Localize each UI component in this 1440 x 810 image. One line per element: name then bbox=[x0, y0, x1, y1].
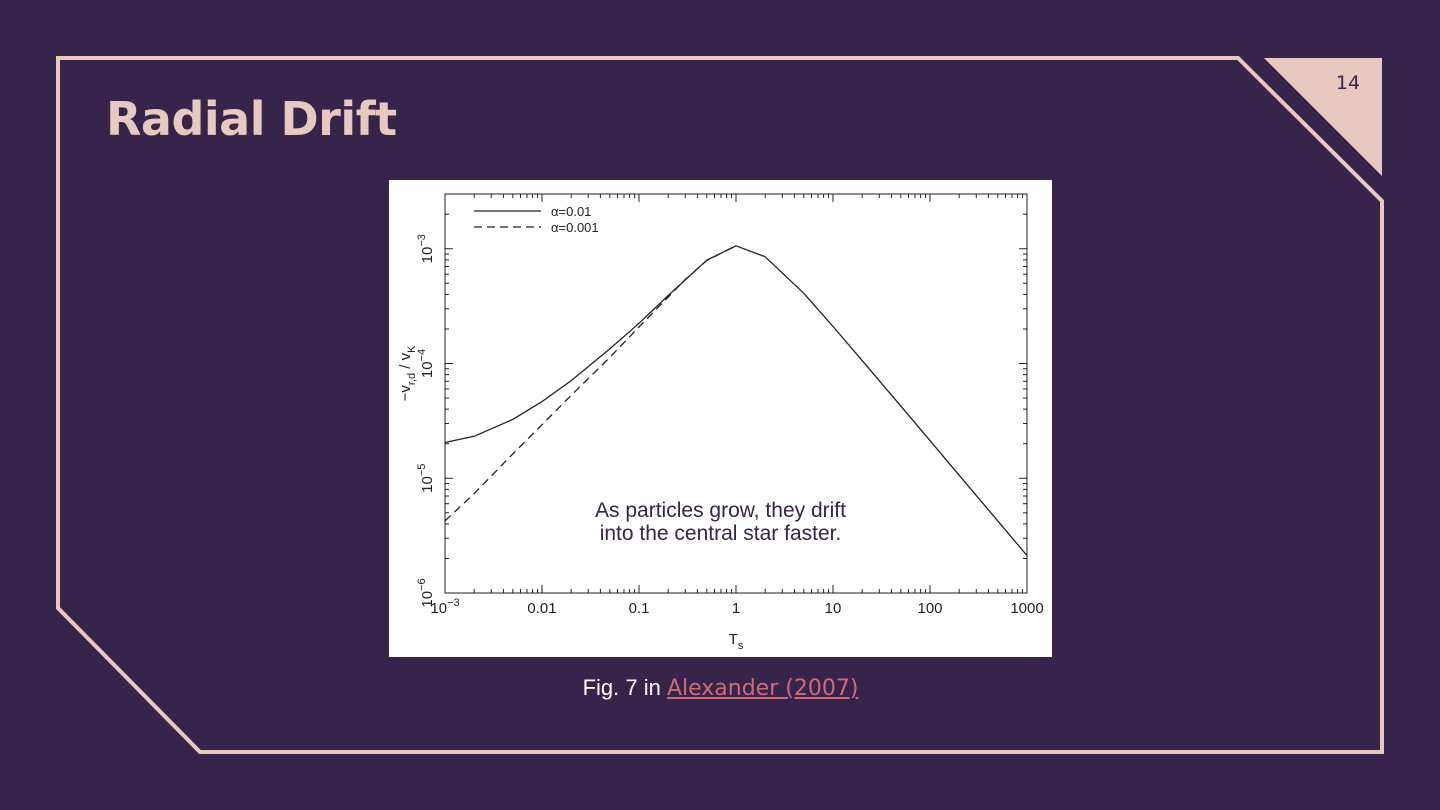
slide-title: Radial Drift bbox=[106, 92, 397, 146]
x-tick-label: 100 bbox=[917, 600, 942, 617]
x-tick-label: 1 bbox=[732, 600, 740, 617]
series-line-1 bbox=[444, 245, 1028, 557]
chart-annotation: As particles grow, they drift into the c… bbox=[389, 499, 1052, 545]
frame-border bbox=[56, 56, 1384, 754]
chart-radial-drift: 10−3 0.01 0.1 1 10 100 1000 10−6 10−5 10−4 10−3 Ts −… bbox=[397, 193, 1044, 652]
legend-label-1: α=0.01 bbox=[551, 204, 591, 219]
x-axis-label: Ts bbox=[729, 631, 744, 652]
annotation-line-2: into the central star faster. bbox=[599, 522, 842, 545]
figure-caption: Fig. 7 in Alexander (2007) bbox=[389, 675, 1052, 701]
x-tick-label: 0.01 bbox=[527, 600, 556, 617]
x-tick-label: 10−3 bbox=[430, 597, 459, 617]
figure-image: 10−3 0.01 0.1 1 10 100 1000 10−6 10−5 10−4 10−3 Ts −… bbox=[389, 180, 1052, 657]
y-tick-label: 10−4 bbox=[416, 349, 436, 378]
y-tick-label: 10−5 bbox=[416, 464, 436, 493]
legend-label-2: α=0.001 bbox=[551, 220, 599, 235]
x-tick-label: 1000 bbox=[1010, 600, 1043, 617]
x-tick-label: 10 bbox=[825, 600, 842, 617]
page-corner-tab bbox=[1264, 58, 1382, 176]
y-axis-label: −vr,d / vK bbox=[397, 345, 418, 402]
series-line-2 bbox=[444, 245, 737, 522]
y-tick-label: 10−6 bbox=[416, 578, 436, 607]
x-tick-label: 0.1 bbox=[629, 600, 650, 617]
y-tick-label: 10−3 bbox=[416, 234, 436, 263]
caption-prefix: Fig. 7 in bbox=[582, 675, 667, 700]
citation-link[interactable]: Alexander (2007) bbox=[666, 676, 859, 701]
page-number: 14 bbox=[1335, 72, 1361, 94]
annotation-line-1: As particles grow, they drift bbox=[595, 499, 846, 522]
